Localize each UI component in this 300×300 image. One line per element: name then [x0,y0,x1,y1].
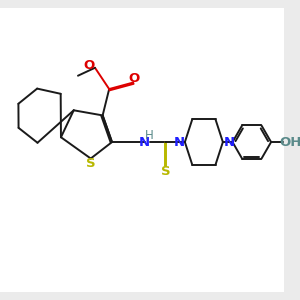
Text: N: N [223,136,234,148]
Text: O: O [83,59,94,72]
Text: OH: OH [280,136,300,148]
Text: N: N [139,136,150,148]
Text: S: S [161,165,170,178]
Text: S: S [86,157,96,170]
Text: N: N [173,136,184,148]
Text: O: O [128,72,140,85]
Text: H: H [145,129,154,142]
